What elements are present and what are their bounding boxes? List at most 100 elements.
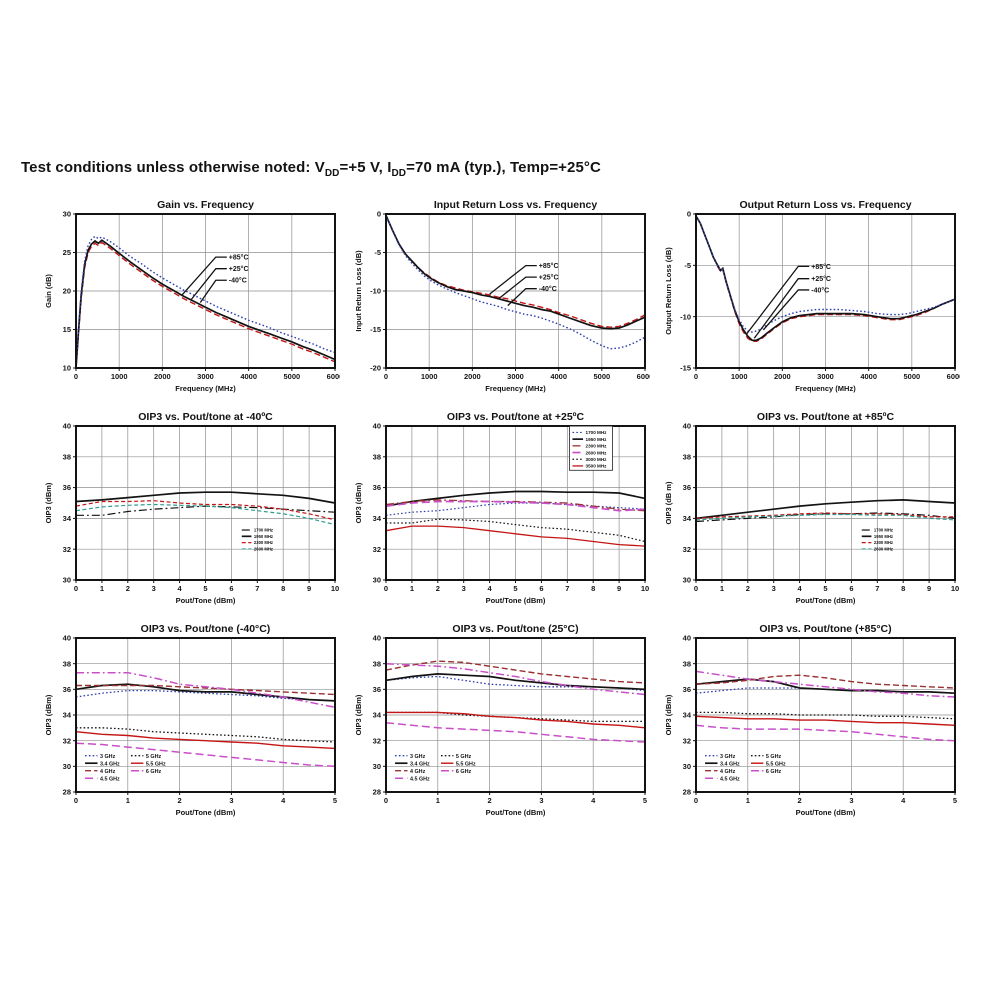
svg-text:8: 8 (591, 584, 595, 593)
svg-text:4 GHz: 4 GHz (720, 769, 736, 775)
svg-text:3000: 3000 (507, 372, 524, 381)
svg-text:1: 1 (126, 796, 130, 805)
svg-text:2: 2 (178, 796, 182, 805)
svg-text:3 GHz: 3 GHz (410, 754, 426, 760)
svg-text:+25°C: +25°C (539, 274, 559, 282)
svg-text:32: 32 (63, 545, 71, 554)
svg-text:32: 32 (683, 545, 691, 554)
svg-text:7: 7 (875, 584, 879, 593)
svg-text:3.4 GHz: 3.4 GHz (720, 761, 740, 767)
series-lines (385, 660, 646, 743)
chart-title: OIP3 vs. Pout/tone (+85°C) (759, 623, 891, 635)
series-1700-mhz (695, 512, 956, 523)
svg-text:3000: 3000 (817, 372, 834, 381)
svg-text:4: 4 (178, 584, 183, 593)
conditions-segment: Test conditions unless otherwise noted: … (21, 159, 325, 176)
svg-text:5: 5 (203, 584, 207, 593)
series-3.4-ghz (695, 678, 956, 695)
series-4-ghz (76, 684, 336, 696)
x-axis-label: Pout/Tone (dBm) (796, 808, 856, 817)
svg-text:38: 38 (63, 659, 71, 668)
svg-text:4000: 4000 (860, 372, 877, 381)
svg-text:38: 38 (373, 452, 381, 461)
svg-text:6 GHz: 6 GHz (766, 769, 782, 775)
series-2300-mhz (695, 512, 955, 519)
svg-text:5: 5 (953, 796, 957, 805)
gridlines (386, 426, 645, 580)
svg-text:-5: -5 (684, 261, 691, 270)
chart-title: Input Return Loss vs. Frequency (434, 199, 598, 211)
chart-title: Output Return Loss vs. Frequency (739, 199, 911, 211)
svg-text:5.5 GHz: 5.5 GHz (456, 761, 476, 767)
svg-text:2600 MHz: 2600 MHz (254, 547, 273, 552)
chart-oip3-vs-pout-tone-plus85c: 0 1 2 3 4 5 28 30 32 34 36 38 40 OIP3 vs. Pout/tone (… (662, 622, 960, 824)
svg-text:38: 38 (63, 452, 71, 461)
svg-text:9: 9 (617, 584, 621, 593)
svg-text:36: 36 (373, 483, 381, 492)
svg-text:40: 40 (683, 422, 691, 431)
x-axis-label: Frequency (MHz) (485, 384, 546, 393)
svg-text:6: 6 (539, 584, 543, 593)
y-axis-label: OIP3 (dBm) (44, 694, 53, 735)
subscript-text: DD (391, 168, 407, 179)
chart-oip3-vs-pout-tone-at-plus85c: 0 1 2 3 4 5 6 7 8 9 10 30 32 34 36 38 40 OIP3 vs. Pout/to… (662, 410, 960, 612)
svg-text:3.4 GHz: 3.4 GHz (100, 761, 120, 767)
svg-text:40: 40 (373, 634, 381, 643)
series--40-c (385, 215, 646, 350)
tick-marks (73, 637, 336, 795)
svg-text:32: 32 (683, 736, 691, 745)
svg-text:3: 3 (152, 584, 156, 593)
svg-text:2000: 2000 (464, 372, 481, 381)
series-4-ghz (695, 674, 956, 689)
y-axis-label: Gain (dB) (44, 274, 53, 308)
chart-title: OIP3 vs. Pout/tone at -40ºC (138, 411, 273, 423)
svg-text:28: 28 (683, 788, 691, 797)
series-3-ghz (75, 689, 336, 702)
svg-text:2600 MHz: 2600 MHz (586, 450, 608, 455)
svg-text:4.5 GHz: 4.5 GHz (720, 776, 740, 782)
legend: +85°C +25°C -40°C (745, 263, 831, 339)
series-lines (75, 491, 336, 526)
legend: +85°C +25°C -40°C (489, 262, 559, 307)
svg-text:4 GHz: 4 GHz (410, 769, 426, 775)
svg-text:0: 0 (384, 372, 388, 381)
svg-text:0: 0 (74, 372, 78, 381)
svg-text:+25°C: +25°C (811, 275, 831, 283)
svg-text:1950 MHz: 1950 MHz (586, 437, 608, 442)
svg-text:-20: -20 (370, 364, 381, 373)
svg-text:28: 28 (373, 788, 381, 797)
svg-text:32: 32 (63, 736, 71, 745)
svg-text:-15: -15 (370, 325, 381, 334)
svg-text:3: 3 (849, 796, 853, 805)
svg-text:4: 4 (591, 796, 596, 805)
series-4.5-ghz (695, 724, 956, 742)
svg-text:8: 8 (281, 584, 285, 593)
svg-text:+25°C: +25°C (229, 265, 249, 273)
chart-oip3-vs-pout-tone-at-minus40c: 0 1 2 3 4 5 6 7 8 9 10 30 32 34 36 38 40 OIP3 vs. Pout/to… (42, 410, 340, 612)
series-1950-mhz (75, 491, 336, 504)
series-6-ghz (695, 670, 956, 698)
series--85-c (695, 215, 956, 343)
svg-text:0: 0 (384, 796, 388, 805)
svg-text:36: 36 (683, 483, 691, 492)
y-axis-label: OIP3 (dBm) (44, 482, 53, 523)
x-axis-label: Pout/Tone (dBm) (176, 808, 236, 817)
series-6-ghz (385, 662, 646, 696)
svg-text:1950 MHz: 1950 MHz (874, 534, 893, 539)
svg-text:1: 1 (436, 796, 440, 805)
svg-text:1700 MHz: 1700 MHz (874, 528, 893, 533)
svg-text:1700 MHz: 1700 MHz (254, 528, 273, 533)
y-axis-label: Input Return Loss (dB) (354, 250, 363, 332)
series-5.5-ghz (695, 715, 956, 726)
svg-text:0: 0 (74, 584, 78, 593)
svg-text:3000: 3000 (197, 372, 214, 381)
